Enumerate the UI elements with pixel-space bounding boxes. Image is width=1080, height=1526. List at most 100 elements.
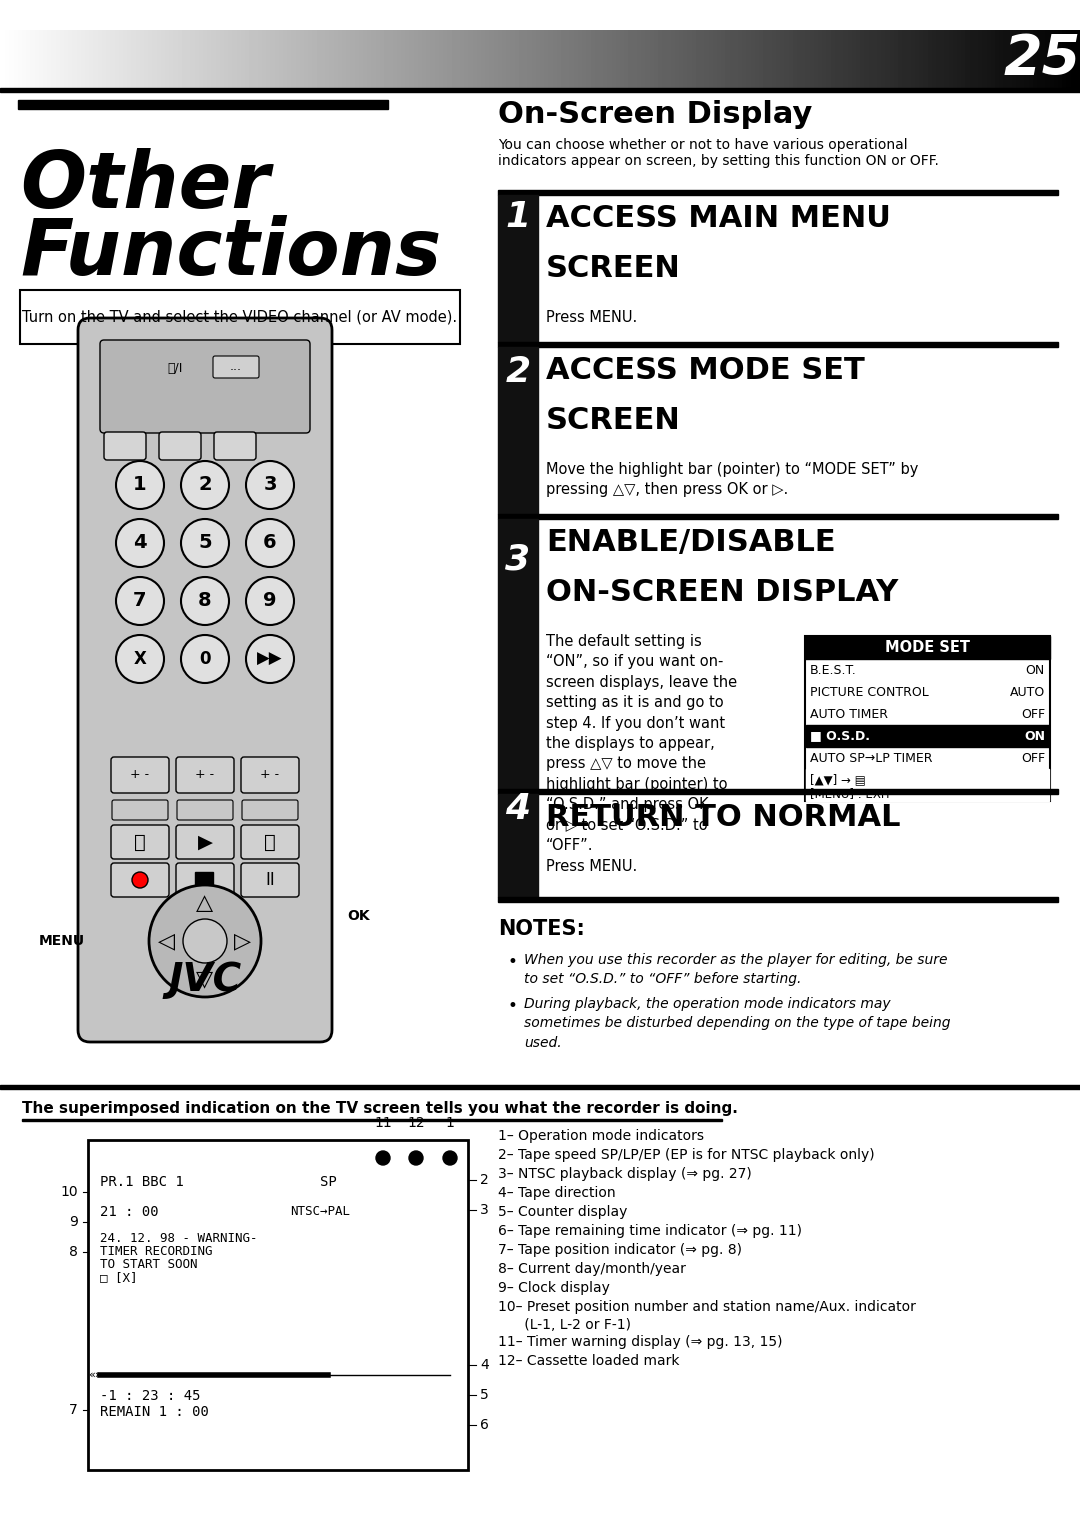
Text: 3: 3 xyxy=(480,1202,489,1218)
Text: ▶: ▶ xyxy=(198,833,213,852)
Text: Press MENU.: Press MENU. xyxy=(546,859,637,874)
Bar xyxy=(806,769,1049,801)
Circle shape xyxy=(183,919,227,963)
Text: ▽: ▽ xyxy=(197,969,214,989)
Text: You can choose whether or not to have various operational
indicators appear on s: You can choose whether or not to have va… xyxy=(498,137,939,168)
Text: SCREEN: SCREEN xyxy=(546,406,680,435)
Circle shape xyxy=(246,577,294,626)
Text: On-Screen Display: On-Screen Display xyxy=(498,101,812,130)
Circle shape xyxy=(246,461,294,510)
Text: MENU: MENU xyxy=(39,934,85,948)
FancyBboxPatch shape xyxy=(242,800,298,819)
Text: REMAIN 1 : 00: REMAIN 1 : 00 xyxy=(100,1405,208,1419)
Text: ...: ... xyxy=(230,360,242,374)
Text: ON-SCREEN DISPLAY: ON-SCREEN DISPLAY xyxy=(546,578,899,607)
Text: Press MENU.: Press MENU. xyxy=(546,310,637,325)
Circle shape xyxy=(409,1151,423,1164)
FancyBboxPatch shape xyxy=(159,432,201,459)
Text: 1: 1 xyxy=(133,476,147,494)
Text: 8: 8 xyxy=(199,592,212,610)
Text: «»: «» xyxy=(87,1370,102,1380)
FancyBboxPatch shape xyxy=(111,826,168,859)
Text: SCREEN: SCREEN xyxy=(546,253,680,282)
Bar xyxy=(805,636,1050,659)
Text: □ [X]: □ [X] xyxy=(100,1271,137,1283)
Text: 5: 5 xyxy=(480,1389,489,1402)
Bar xyxy=(498,195,538,342)
Text: •: • xyxy=(508,954,518,971)
FancyBboxPatch shape xyxy=(241,826,299,859)
Text: 7: 7 xyxy=(69,1402,78,1418)
FancyBboxPatch shape xyxy=(214,432,256,459)
Text: Move the highlight bar (pointer) to “MODE SET” by
pressing △▽, then press OK or : Move the highlight bar (pointer) to “MOD… xyxy=(546,462,918,497)
Text: OFF: OFF xyxy=(1021,751,1045,765)
Text: When you use this recorder as the player for editing, be sure
to set “O.S.D.” to: When you use this recorder as the player… xyxy=(524,954,947,986)
Text: 7– Tape position indicator (⇒ pg. 8): 7– Tape position indicator (⇒ pg. 8) xyxy=(498,1244,742,1257)
Text: Turn on the TV and select the VIDEO channel (or AV mode).: Turn on the TV and select the VIDEO chan… xyxy=(23,310,458,325)
Text: △: △ xyxy=(197,893,214,913)
Text: 8– Current day/month/year: 8– Current day/month/year xyxy=(498,1262,686,1276)
Bar xyxy=(498,514,1058,519)
Text: ▶▶: ▶▶ xyxy=(257,650,283,668)
Bar xyxy=(498,789,1058,794)
FancyBboxPatch shape xyxy=(177,800,233,819)
Text: 2– Tape speed SP/LP/EP (EP is for NTSC playback only): 2– Tape speed SP/LP/EP (EP is for NTSC p… xyxy=(498,1148,875,1161)
Text: 2: 2 xyxy=(505,356,530,389)
Text: TIMER RECORDING: TIMER RECORDING xyxy=(100,1245,213,1257)
FancyBboxPatch shape xyxy=(241,864,299,897)
Text: 6– Tape remaining time indicator (⇒ pg. 11): 6– Tape remaining time indicator (⇒ pg. … xyxy=(498,1224,802,1238)
Bar xyxy=(498,519,538,789)
Text: 2: 2 xyxy=(480,1173,489,1187)
Text: 4: 4 xyxy=(133,534,147,552)
Bar xyxy=(805,636,1050,801)
Circle shape xyxy=(246,635,294,684)
FancyBboxPatch shape xyxy=(176,864,234,897)
Text: 3: 3 xyxy=(505,543,530,577)
Text: The default setting is
“ON”, so if you want on-
screen displays, leave the
setti: The default setting is “ON”, so if you w… xyxy=(546,633,738,853)
Text: TO START SOON: TO START SOON xyxy=(100,1257,198,1271)
Text: PICTURE CONTROL: PICTURE CONTROL xyxy=(810,685,929,699)
Bar xyxy=(18,101,388,108)
Text: 6: 6 xyxy=(480,1418,489,1431)
Text: AUTO SP→LP TIMER: AUTO SP→LP TIMER xyxy=(810,751,932,765)
Bar xyxy=(498,342,1058,346)
FancyBboxPatch shape xyxy=(176,826,234,859)
Text: 12: 12 xyxy=(407,1116,424,1129)
Circle shape xyxy=(116,519,164,568)
Circle shape xyxy=(116,577,164,626)
Circle shape xyxy=(116,461,164,510)
Text: ENABLE/DISABLE: ENABLE/DISABLE xyxy=(546,528,836,557)
Bar xyxy=(195,871,213,888)
Text: AUTO: AUTO xyxy=(1010,685,1045,699)
Circle shape xyxy=(116,635,164,684)
Bar xyxy=(0,1085,1080,1090)
Text: X: X xyxy=(134,650,147,668)
Text: 4: 4 xyxy=(480,1358,489,1372)
Text: During playback, the operation mode indicators may
sometimes be disturbed depend: During playback, the operation mode indi… xyxy=(524,996,950,1050)
Text: + -: + - xyxy=(195,769,215,781)
Bar xyxy=(21,290,460,343)
Text: 24. 12. 98 - WARNING-: 24. 12. 98 - WARNING- xyxy=(100,1231,257,1245)
Bar xyxy=(498,346,538,514)
Text: 11: 11 xyxy=(374,1116,392,1129)
Text: PR.1 BBC 1: PR.1 BBC 1 xyxy=(100,1175,184,1189)
Circle shape xyxy=(149,885,261,996)
Bar xyxy=(87,1140,468,1470)
FancyBboxPatch shape xyxy=(112,800,168,819)
Text: 5– Counter display: 5– Counter display xyxy=(498,1206,627,1219)
Text: MODE SET: MODE SET xyxy=(885,639,970,655)
Text: 1: 1 xyxy=(446,1116,455,1129)
FancyBboxPatch shape xyxy=(176,757,234,794)
Circle shape xyxy=(132,871,148,888)
Text: ON: ON xyxy=(1026,664,1045,676)
Text: OFF: OFF xyxy=(1021,708,1045,720)
Text: •: • xyxy=(508,996,518,1015)
Text: ◁: ◁ xyxy=(159,931,176,951)
Text: ■ O.S.D.: ■ O.S.D. xyxy=(810,729,870,743)
Text: NTSC→PAL: NTSC→PAL xyxy=(291,1206,350,1218)
Text: Other: Other xyxy=(21,148,270,224)
Text: 10: 10 xyxy=(60,1186,78,1199)
Text: 4– Tape direction: 4– Tape direction xyxy=(498,1186,616,1199)
Text: 2: 2 xyxy=(199,476,212,494)
Text: The superimposed indication on the TV screen tells you what the recorder is doin: The superimposed indication on the TV sc… xyxy=(22,1100,738,1116)
